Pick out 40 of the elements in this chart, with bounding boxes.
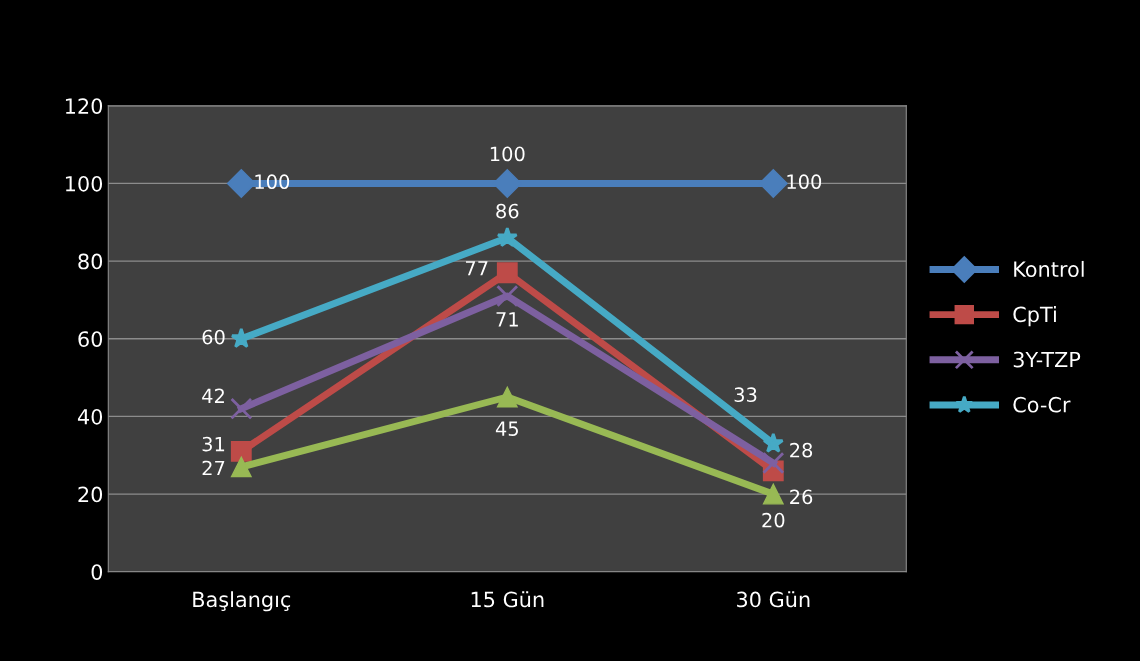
data-label: 26 — [790, 489, 813, 505]
x-tick-label: 30 Gün — [737, 591, 810, 608]
y-tick-label: 120 — [65, 98, 103, 114]
point — [496, 284, 519, 308]
point — [226, 168, 256, 198]
point — [496, 386, 518, 408]
data-label: 100 — [787, 174, 822, 190]
point — [230, 440, 252, 462]
data-label: 77 — [465, 261, 488, 276]
point — [230, 397, 253, 420]
legend-label: Co-Cr — [1013, 396, 1071, 413]
y-tick-label: 80 — [78, 253, 103, 270]
point — [762, 483, 784, 505]
data-label: 33 — [734, 387, 757, 403]
data-label: 86 — [496, 203, 519, 219]
data-label: 28 — [790, 442, 813, 458]
legend-label: 3Y-TZP — [1013, 351, 1081, 368]
data-label: 27 — [202, 460, 225, 476]
data-label: 20 — [762, 512, 785, 528]
point — [230, 456, 252, 478]
data-label: 100 — [490, 146, 525, 162]
point — [762, 432, 784, 453]
point — [230, 327, 252, 349]
data-label: 45 — [495, 421, 518, 436]
data-label: 31 — [202, 436, 225, 452]
legend-label: CpTi — [1013, 306, 1056, 327]
data-label: 42 — [202, 388, 224, 403]
y-tick-label: 60 — [78, 331, 103, 347]
y-tick-label: 100 — [65, 175, 103, 192]
x-tick-label: Başlangıç — [193, 591, 291, 612]
data-label: 60 — [202, 329, 225, 345]
y-tick-label: 20 — [78, 486, 103, 503]
y-tick-label: 0 — [91, 564, 103, 580]
x-tick-label: 15 Gün — [471, 591, 544, 608]
point — [496, 226, 518, 248]
point — [496, 262, 518, 284]
y-tick-label: 40 — [77, 408, 103, 425]
point — [762, 451, 785, 475]
data-label: 71 — [496, 312, 518, 327]
legend-label: Kontrol — [1014, 260, 1084, 278]
